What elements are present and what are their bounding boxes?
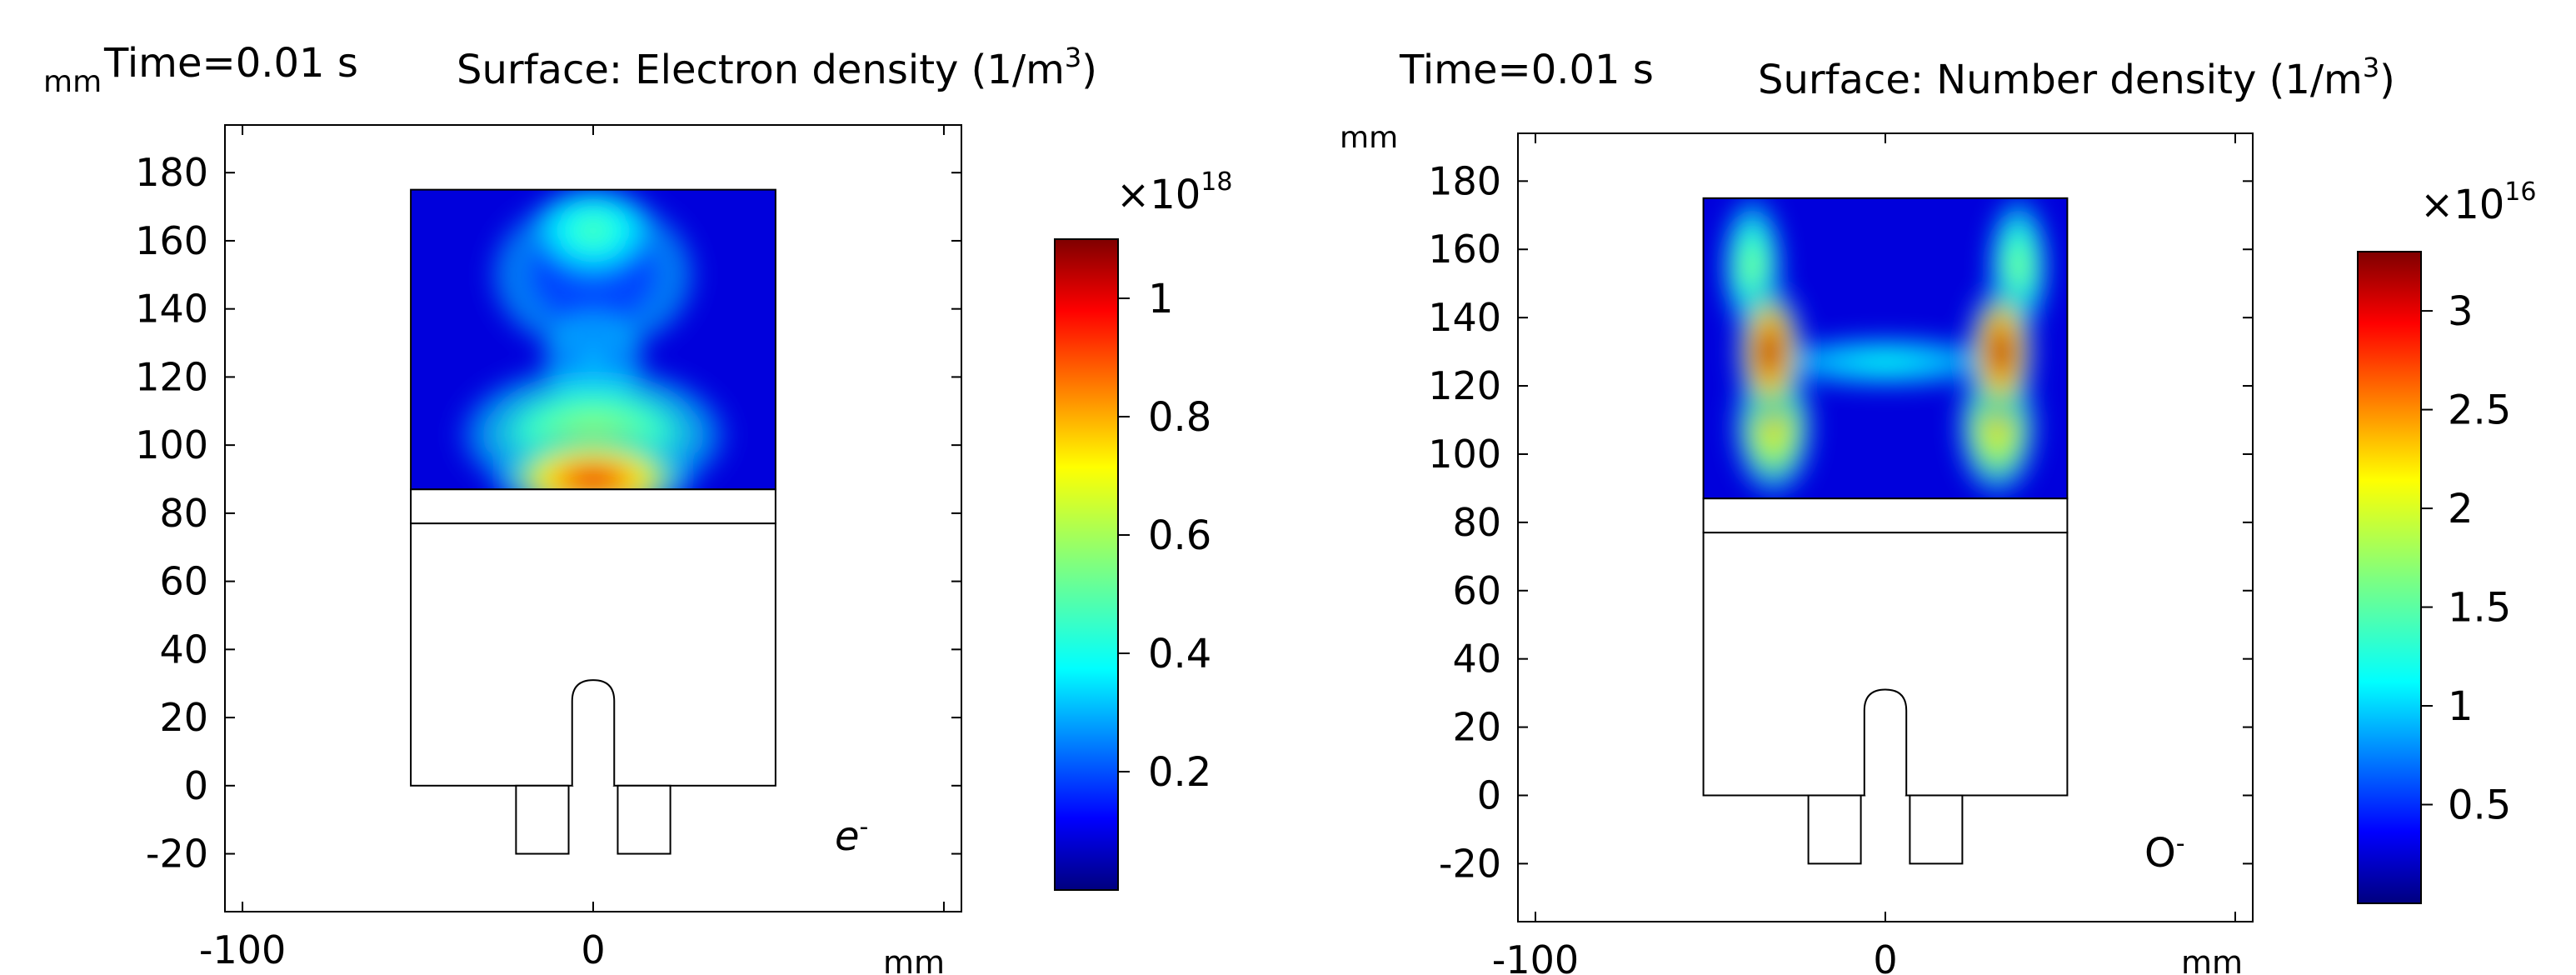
number-density-panel: Time=0.01 s Surface: Number density (1/m…	[1340, 47, 2536, 975]
time-label: Time=0.01 s	[1399, 47, 1654, 93]
chamber-foot	[1909, 794, 1964, 865]
y-tick-label: 140	[1428, 295, 1501, 340]
x-axis-unit-label: mm	[883, 944, 945, 975]
y-tick-label: 60	[159, 559, 208, 604]
density-feature	[481, 430, 706, 490]
y-axis-unit-label: mm	[43, 65, 102, 99]
y-tick-label: 180	[1428, 158, 1501, 203]
colorbar-tick-label: 0.4	[1148, 631, 1211, 678]
y-axis-unit-label: mm	[1340, 121, 1398, 155]
y-tick-label: 80	[1452, 500, 1501, 545]
y-tick-label: 60	[1452, 568, 1501, 613]
colorbar-tick-label: 0.2	[1148, 749, 1211, 796]
colorbar-tick-label: 2	[2448, 486, 2474, 532]
y-axis-ticks: 180 160 140 120 100 80 60 40 20 0 -20	[1428, 158, 2253, 886]
colorbar-tick-label: 2.5	[2448, 388, 2511, 434]
antenna-rod	[571, 679, 616, 786]
y-tick-label: -20	[146, 832, 208, 877]
chart-title: Surface: Electron density (1/m3)	[457, 42, 1097, 93]
x-tick-label: -100	[1492, 938, 1579, 975]
colorbar-ticks: 1 0.8 0.6 0.4 0.2	[1118, 276, 1211, 796]
colorbar-tick-label: 0.8	[1148, 394, 1211, 441]
y-tick-label: 0	[184, 763, 208, 808]
chamber-geometry	[410, 188, 776, 855]
y-tick-label: 40	[1452, 637, 1501, 682]
species-label: O-	[2144, 829, 2185, 877]
chamber-geometry	[1702, 197, 2069, 865]
colorbar	[1054, 238, 1119, 891]
density-surface	[1703, 198, 2068, 499]
density-feature	[526, 189, 661, 280]
colorbar-multiplier: ×1018	[1116, 168, 1232, 218]
y-axis-ticks: 180 160 140 120 100 80 60 40 20 0 -20	[135, 150, 961, 877]
y-tick-label: 160	[1428, 227, 1501, 272]
y-tick-label: 160	[135, 218, 208, 263]
x-tick-label: -100	[199, 928, 286, 972]
x-axis-unit-label: mm	[2181, 944, 2243, 975]
y-tick-label: 0	[1477, 772, 1501, 818]
y-tick-label: 80	[159, 491, 208, 536]
y-tick-label: 140	[135, 287, 208, 332]
y-tick-label: 120	[135, 354, 208, 399]
density-feature	[1961, 275, 2040, 428]
y-tick-label: 180	[135, 150, 208, 195]
colorbar-tick-label: 3	[2448, 288, 2474, 335]
antenna-rod	[1863, 688, 1908, 796]
y-tick-label: 100	[135, 422, 208, 468]
x-tick-label: 0	[581, 928, 605, 972]
x-axis-ticks: -100 0	[1492, 133, 2236, 975]
chamber-foot	[515, 784, 570, 855]
colorbar-tick-label: 0.6	[1148, 512, 1211, 559]
chamber-foot	[1807, 794, 1862, 865]
dielectric-window	[1702, 498, 2069, 534]
y-tick-label: 20	[1452, 705, 1501, 750]
colorbar-tick-label: 1	[2448, 683, 2474, 730]
y-tick-label: -20	[1439, 841, 1501, 886]
chart-title: Surface: Number density (1/m3)	[1758, 52, 2395, 103]
chamber-foot	[617, 784, 671, 855]
colorbar-ticks: 3 2.5 2 1.5 1 0.5	[2421, 288, 2511, 829]
x-tick-label: 0	[1873, 938, 1897, 975]
species-label: e-	[835, 812, 868, 860]
colorbar-tick-label: 1	[1148, 276, 1174, 322]
colorbar-tick-label: 1.5	[2448, 585, 2511, 632]
colorbar	[2357, 251, 2422, 904]
y-tick-label: 100	[1428, 432, 1501, 477]
y-tick-label: 120	[1428, 363, 1501, 408]
colorbar-tick-label: 0.5	[2448, 782, 2511, 829]
colorbar-multiplier: ×1016	[2420, 178, 2536, 228]
x-axis-ticks: -100 0	[199, 125, 945, 972]
density-surface	[411, 189, 776, 490]
electron-density-panel: Time=0.01 s Surface: Electron density (1…	[43, 40, 1232, 975]
dielectric-window	[410, 488, 776, 525]
time-label: Time=0.01 s	[103, 40, 358, 87]
y-tick-label: 20	[159, 695, 208, 740]
y-tick-label: 40	[159, 627, 208, 672]
density-feature	[1762, 334, 2009, 390]
density-feature	[1730, 275, 1810, 428]
